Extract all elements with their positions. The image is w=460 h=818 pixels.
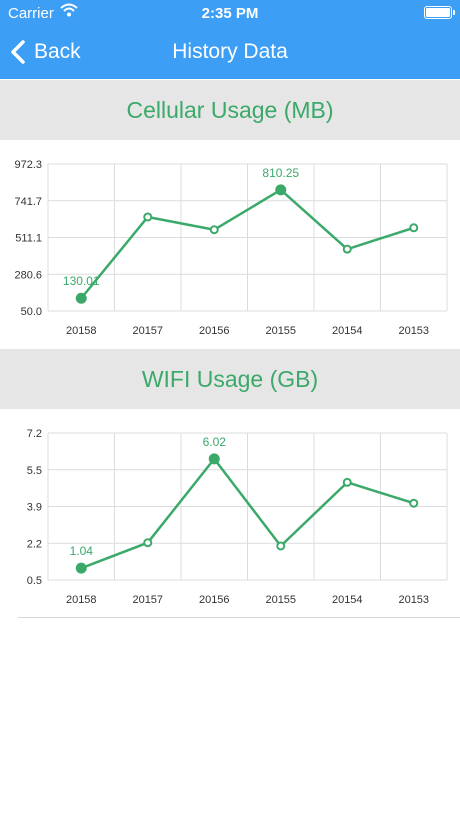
wifi-section-header: WIFI Usage (GB) bbox=[0, 349, 460, 409]
x-tick-label: 20156 bbox=[199, 325, 230, 337]
y-tick-label: 2.2 bbox=[27, 538, 42, 550]
y-tick-label: 50.0 bbox=[21, 306, 42, 318]
y-tick-label: 7.2 bbox=[27, 428, 42, 440]
cellular-usage-chart: 972.3 741.7 511.1 280.6 50.0 20158 20157 20156 2… bbox=[14, 159, 448, 337]
bottom-divider bbox=[18, 617, 460, 618]
page-title: History Data bbox=[172, 40, 288, 63]
data-point[interactable] bbox=[409, 498, 419, 508]
data-label: 1.04 bbox=[70, 544, 94, 558]
data-point[interactable] bbox=[75, 562, 87, 574]
x-tick-label: 20153 bbox=[398, 325, 429, 337]
chevron-left-icon bbox=[11, 40, 25, 64]
battery-icon bbox=[424, 6, 455, 19]
back-label: Back bbox=[34, 40, 81, 63]
data-point[interactable] bbox=[342, 477, 352, 487]
x-tick-label: 20158 bbox=[66, 325, 97, 337]
data-point[interactable] bbox=[75, 292, 87, 304]
data-point[interactable] bbox=[143, 538, 153, 548]
data-point[interactable] bbox=[143, 212, 153, 222]
navigation-bar: Carrier 2:35 PM Back History Data bbox=[0, 0, 460, 79]
x-tick-label: 20154 bbox=[332, 594, 363, 606]
wifi-icon bbox=[60, 3, 78, 21]
data-point[interactable] bbox=[208, 453, 220, 465]
data-point[interactable] bbox=[409, 223, 419, 233]
data-label: 810.25 bbox=[262, 166, 299, 180]
y-tick-label: 5.5 bbox=[27, 465, 42, 477]
carrier-label: Carrier bbox=[8, 5, 54, 22]
cellular-section-header: Cellular Usage (MB) bbox=[0, 80, 460, 140]
y-tick-label: 280.6 bbox=[14, 269, 42, 281]
wifi-usage-chart: 7.2 5.5 3.9 2.2 0.5 20158 20157 20156 20155 20154… bbox=[27, 428, 448, 606]
data-point[interactable] bbox=[209, 225, 219, 235]
data-point[interactable] bbox=[275, 184, 287, 196]
x-tick-label: 20157 bbox=[132, 325, 163, 337]
y-tick-label: 0.5 bbox=[27, 575, 42, 587]
data-label: 6.02 bbox=[203, 435, 227, 449]
x-tick-label: 20157 bbox=[132, 594, 163, 606]
data-point[interactable] bbox=[342, 244, 352, 254]
y-tick-label: 511.1 bbox=[15, 233, 42, 245]
y-tick-label: 741.7 bbox=[14, 196, 42, 208]
back-button[interactable]: Back bbox=[8, 36, 81, 68]
series-line bbox=[80, 188, 415, 300]
x-tick-label: 20155 bbox=[265, 594, 296, 606]
status-time: 2:35 PM bbox=[201, 5, 259, 22]
x-tick-label: 20156 bbox=[199, 594, 230, 606]
data-label: 130.01 bbox=[63, 274, 100, 288]
x-tick-label: 20154 bbox=[332, 325, 363, 337]
y-tick-label: 972.3 bbox=[14, 159, 42, 171]
x-tick-label: 20153 bbox=[398, 594, 429, 606]
series-line bbox=[80, 457, 415, 570]
y-tick-label: 3.9 bbox=[27, 502, 42, 514]
x-tick-label: 20155 bbox=[265, 325, 296, 337]
data-point[interactable] bbox=[276, 541, 286, 551]
x-tick-label: 20158 bbox=[66, 594, 97, 606]
status-bar: Carrier 2:35 PM bbox=[0, 0, 460, 26]
